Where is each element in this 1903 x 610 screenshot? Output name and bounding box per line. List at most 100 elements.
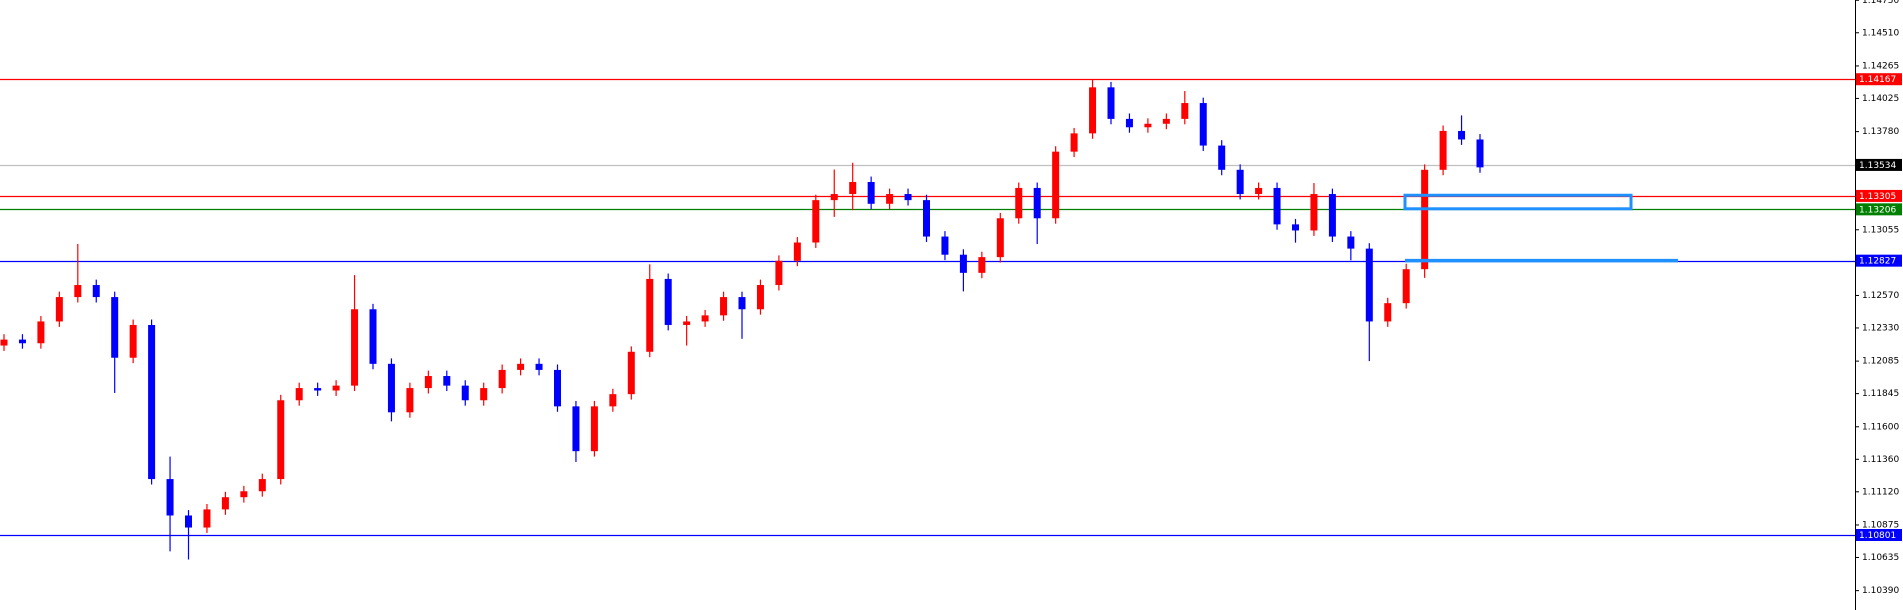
candle-body bbox=[609, 394, 617, 407]
y-tick-label: 1.11600 bbox=[1862, 422, 1899, 432]
candle-body bbox=[111, 297, 119, 358]
price-label-box bbox=[1856, 158, 1902, 171]
candle-body bbox=[1476, 139, 1484, 168]
candle-body bbox=[424, 376, 432, 389]
price-label: 1.10801 bbox=[1859, 531, 1896, 541]
candle-body bbox=[1107, 87, 1115, 119]
y-tick-label: 1.10390 bbox=[1862, 586, 1899, 596]
candle-body bbox=[1439, 130, 1447, 170]
candle-body bbox=[498, 369, 506, 389]
candle-body bbox=[332, 385, 340, 391]
candle-body bbox=[941, 236, 949, 255]
candle-body bbox=[590, 406, 598, 452]
candle-body bbox=[1292, 224, 1299, 231]
candle-body bbox=[18, 339, 26, 344]
candle-body bbox=[92, 285, 100, 298]
candle-body bbox=[166, 479, 174, 516]
candle-body bbox=[1384, 303, 1392, 322]
candle-body bbox=[1218, 145, 1226, 170]
price-label: 1.12827 bbox=[1859, 257, 1896, 267]
candle-body bbox=[793, 242, 801, 261]
candle-body bbox=[1328, 194, 1336, 237]
candle-body bbox=[443, 376, 451, 386]
candle-body bbox=[1070, 133, 1078, 152]
candle-body bbox=[554, 369, 561, 407]
candle-body bbox=[1162, 118, 1170, 124]
candle-body bbox=[775, 260, 783, 286]
candle-body bbox=[185, 515, 192, 528]
candle-body bbox=[867, 181, 875, 204]
y-tick-label: 1.14265 bbox=[1862, 61, 1899, 71]
price-label-box bbox=[1856, 203, 1902, 216]
y-tick-label: 1.13055 bbox=[1862, 225, 1899, 235]
candle-body bbox=[1402, 269, 1410, 304]
candle-body bbox=[258, 479, 266, 492]
candle-body bbox=[812, 200, 820, 243]
candle-body bbox=[1125, 118, 1133, 128]
candle-body bbox=[1199, 103, 1207, 146]
candle-body bbox=[1181, 103, 1189, 119]
y-tick-label: 1.14510 bbox=[1862, 28, 1899, 38]
y-tick-label: 1.12085 bbox=[1862, 357, 1899, 367]
candle-body bbox=[830, 194, 838, 201]
y-tick-label: 1.11120 bbox=[1862, 487, 1899, 497]
candle-body bbox=[1052, 151, 1060, 219]
candle-body bbox=[572, 406, 580, 452]
y-tick-label: 1.10635 bbox=[1862, 553, 1899, 563]
candle-body bbox=[203, 509, 211, 528]
candle-body bbox=[480, 388, 488, 401]
candle-body bbox=[295, 388, 303, 401]
candle-body bbox=[886, 194, 894, 204]
price-label: 1.14167 bbox=[1859, 75, 1896, 85]
candle-body bbox=[74, 285, 82, 298]
candle-body bbox=[849, 181, 857, 195]
y-tick-label: 1.13780 bbox=[1862, 127, 1899, 137]
candle-body bbox=[904, 194, 912, 201]
candle-body bbox=[351, 309, 359, 386]
price-label-box bbox=[1856, 189, 1902, 202]
price-label-box bbox=[1856, 528, 1902, 541]
y-tick-label: 1.14750 bbox=[1862, 0, 1899, 6]
y-tick-label: 1.11360 bbox=[1862, 455, 1899, 465]
candle-body bbox=[314, 388, 322, 391]
candle-body bbox=[1255, 187, 1263, 195]
candle-body bbox=[756, 285, 764, 310]
candle-body bbox=[1033, 187, 1041, 219]
candle-body bbox=[1458, 130, 1466, 140]
candle-body bbox=[369, 309, 377, 364]
candle-body bbox=[738, 297, 746, 310]
candle-body bbox=[664, 278, 672, 325]
candle-body bbox=[240, 491, 248, 498]
candle-body bbox=[1273, 187, 1281, 225]
candle-body bbox=[55, 297, 63, 322]
candle-body bbox=[683, 321, 691, 325]
candle-body bbox=[923, 200, 930, 237]
candle-body bbox=[129, 324, 137, 358]
candle-body bbox=[535, 363, 543, 370]
y-tick-label: 1.14025 bbox=[1862, 94, 1899, 104]
candle-body bbox=[627, 351, 635, 395]
candle-body bbox=[996, 218, 1004, 258]
price-label: 1.13534 bbox=[1859, 161, 1896, 171]
candle-body bbox=[0, 339, 8, 346]
candle-body bbox=[148, 324, 156, 480]
candle-body bbox=[978, 257, 986, 273]
price-label-box bbox=[1856, 254, 1902, 267]
price-label: 1.13206 bbox=[1859, 205, 1896, 215]
candle-body bbox=[646, 278, 654, 352]
price-label: 1.13305 bbox=[1859, 192, 1896, 202]
candle-body bbox=[277, 400, 285, 480]
candle-body bbox=[1015, 187, 1023, 219]
zone-box bbox=[1403, 193, 1633, 211]
candle-body bbox=[1421, 169, 1429, 270]
candle-body bbox=[1365, 248, 1373, 322]
candle-body bbox=[959, 254, 967, 273]
y-tick-label: 1.10875 bbox=[1862, 520, 1899, 530]
price-label-box bbox=[1856, 73, 1902, 86]
candle-body bbox=[701, 315, 709, 322]
candle-body bbox=[406, 388, 414, 413]
candle-body bbox=[1310, 194, 1318, 231]
candle-body bbox=[221, 497, 229, 510]
y-tick-label: 1.11845 bbox=[1862, 389, 1899, 399]
